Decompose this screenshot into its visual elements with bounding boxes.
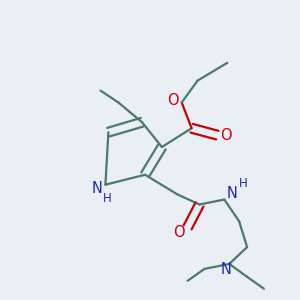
Text: N: N xyxy=(92,181,103,196)
Text: O: O xyxy=(220,128,232,142)
Text: O: O xyxy=(173,225,184,240)
Text: H: H xyxy=(239,177,248,190)
Text: N: N xyxy=(221,262,232,278)
Text: H: H xyxy=(103,192,112,205)
Text: N: N xyxy=(227,186,238,201)
Text: O: O xyxy=(167,93,178,108)
